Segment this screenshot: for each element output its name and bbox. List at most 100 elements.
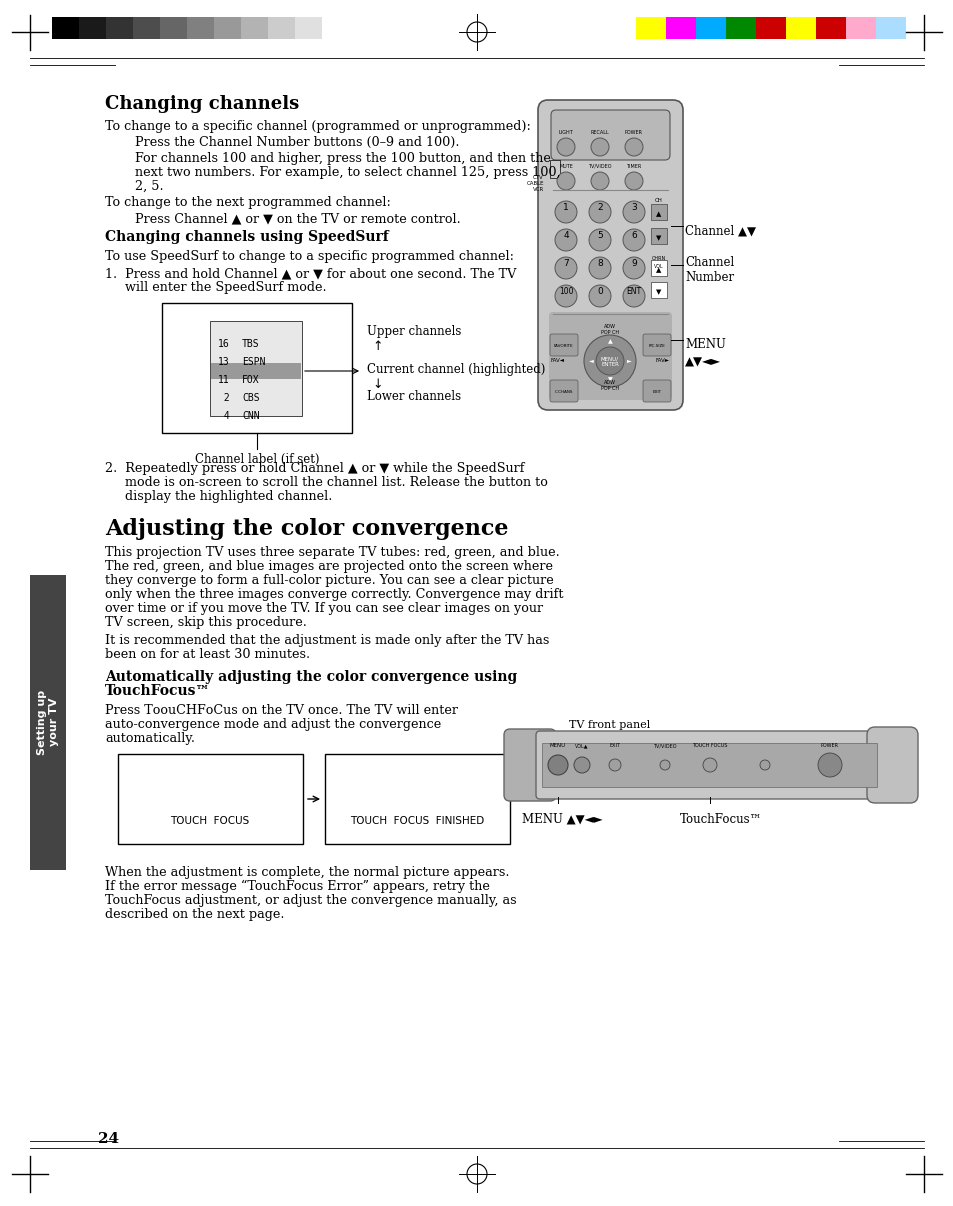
Circle shape bbox=[817, 753, 841, 777]
Text: When the adjustment is complete, the normal picture appears.: When the adjustment is complete, the nor… bbox=[105, 866, 509, 879]
Text: TV/VIDEO: TV/VIDEO bbox=[653, 743, 676, 748]
Text: FAVORITE: FAVORITE bbox=[554, 344, 574, 349]
Text: ADW
POP CH: ADW POP CH bbox=[600, 324, 618, 335]
Circle shape bbox=[624, 137, 642, 156]
Bar bbox=[213, 17, 241, 39]
Text: 24: 24 bbox=[98, 1132, 119, 1146]
Text: display the highlighted channel.: display the highlighted channel. bbox=[105, 490, 332, 503]
Circle shape bbox=[596, 347, 623, 375]
FancyBboxPatch shape bbox=[550, 334, 578, 356]
Text: ▼: ▼ bbox=[656, 235, 661, 241]
Text: PIC.SIZE: PIC.SIZE bbox=[648, 344, 665, 349]
Bar bbox=[162, 303, 352, 433]
Bar bbox=[875, 17, 905, 39]
Bar bbox=[636, 17, 665, 39]
Text: 1.  Press and hold Channel ▲ or ▼ for about one second. The TV: 1. Press and hold Channel ▲ or ▼ for abo… bbox=[105, 267, 516, 280]
Circle shape bbox=[557, 137, 575, 156]
Bar bbox=[650, 228, 666, 244]
Text: TouchFocus™: TouchFocus™ bbox=[105, 684, 211, 698]
Text: 8: 8 bbox=[597, 259, 602, 269]
Text: next two numbers. For example, to select channel 125, press 100,: next two numbers. For example, to select… bbox=[135, 166, 560, 178]
Text: TOUCH  FOCUS: TOUCH FOCUS bbox=[171, 816, 250, 826]
Bar bbox=[210, 321, 302, 416]
Text: Lower channels: Lower channels bbox=[367, 390, 460, 403]
Text: 16: 16 bbox=[218, 339, 230, 349]
Text: LIGHT: LIGHT bbox=[558, 130, 573, 135]
Text: EXIT: EXIT bbox=[652, 390, 660, 394]
Text: ▲: ▲ bbox=[656, 211, 661, 217]
Circle shape bbox=[547, 755, 567, 775]
Text: ↓: ↓ bbox=[372, 377, 382, 391]
Text: EXIT: EXIT bbox=[609, 743, 619, 748]
Circle shape bbox=[588, 285, 610, 308]
Text: The red, green, and blue images are projected onto the screen where: The red, green, and blue images are proj… bbox=[105, 560, 553, 573]
Text: MUTE: MUTE bbox=[558, 164, 573, 169]
Text: Changing channels: Changing channels bbox=[105, 95, 299, 113]
Text: 5: 5 bbox=[597, 232, 602, 240]
Circle shape bbox=[622, 201, 644, 223]
Text: only when the three images converge correctly. Convergence may drift: only when the three images converge corr… bbox=[105, 589, 563, 601]
Text: 1: 1 bbox=[562, 204, 568, 212]
Bar bbox=[106, 17, 132, 39]
Text: 0: 0 bbox=[597, 287, 602, 297]
Text: Automatically adjusting the color convergence using: Automatically adjusting the color conver… bbox=[105, 671, 517, 684]
Text: CH: CH bbox=[655, 198, 662, 203]
Circle shape bbox=[622, 285, 644, 308]
Text: Current channel (highlighted): Current channel (highlighted) bbox=[367, 363, 545, 376]
Text: ADW
POP CH: ADW POP CH bbox=[600, 380, 618, 391]
Text: Press Channel ▲ or ▼ on the TV or remote control.: Press Channel ▲ or ▼ on the TV or remote… bbox=[135, 212, 460, 226]
Circle shape bbox=[588, 229, 610, 251]
Text: over time or if you move the TV. If you can see clear images on your: over time or if you move the TV. If you … bbox=[105, 602, 542, 615]
FancyBboxPatch shape bbox=[537, 100, 682, 410]
Circle shape bbox=[555, 285, 577, 308]
Text: will enter the SpeedSurf mode.: will enter the SpeedSurf mode. bbox=[105, 281, 326, 294]
Text: TOUCH  FOCUS  FINISHED: TOUCH FOCUS FINISHED bbox=[350, 816, 483, 826]
Text: FOX: FOX bbox=[242, 375, 259, 385]
Text: 7: 7 bbox=[562, 259, 568, 269]
Bar bbox=[241, 17, 268, 39]
Text: ▲: ▲ bbox=[607, 340, 612, 345]
Text: CTV
CABLE
VCR: CTV CABLE VCR bbox=[526, 175, 543, 193]
Bar bbox=[550, 160, 559, 178]
Bar bbox=[30, 575, 66, 870]
Bar bbox=[815, 17, 845, 39]
FancyBboxPatch shape bbox=[551, 110, 669, 160]
Text: 2, 5.: 2, 5. bbox=[135, 180, 164, 193]
Text: they converge to form a full-color picture. You can see a clear picture: they converge to form a full-color pictu… bbox=[105, 574, 553, 587]
Bar bbox=[294, 17, 322, 39]
Bar bbox=[696, 17, 725, 39]
Text: Channel ▲▼: Channel ▲▼ bbox=[684, 224, 755, 238]
Text: RECALL: RECALL bbox=[590, 130, 609, 135]
Text: VOL: VOL bbox=[654, 264, 663, 269]
Bar bbox=[650, 282, 666, 298]
Text: 6: 6 bbox=[631, 232, 637, 240]
Text: Upper channels: Upper channels bbox=[367, 324, 461, 338]
FancyBboxPatch shape bbox=[866, 727, 917, 803]
Bar bbox=[650, 260, 666, 276]
Bar bbox=[755, 17, 785, 39]
Text: ►: ► bbox=[626, 358, 631, 363]
Circle shape bbox=[590, 172, 608, 191]
Circle shape bbox=[555, 229, 577, 251]
Circle shape bbox=[760, 760, 769, 769]
Text: MENU: MENU bbox=[549, 743, 565, 748]
Text: ▲: ▲ bbox=[656, 267, 661, 273]
Bar bbox=[541, 743, 876, 788]
Circle shape bbox=[624, 172, 642, 191]
Text: It is recommended that the adjustment is made only after the TV has: It is recommended that the adjustment is… bbox=[105, 634, 549, 646]
Text: CBS: CBS bbox=[242, 393, 259, 403]
Bar bbox=[268, 17, 294, 39]
Text: TOUCH FOCUS: TOUCH FOCUS bbox=[692, 743, 727, 748]
Bar bbox=[725, 17, 755, 39]
Circle shape bbox=[608, 759, 620, 771]
Text: 4: 4 bbox=[218, 411, 230, 421]
Text: Press the Channel Number buttons (0–9 and 100).: Press the Channel Number buttons (0–9 an… bbox=[135, 136, 459, 150]
Text: If the error message “TouchFocus Error” appears, retry the: If the error message “TouchFocus Error” … bbox=[105, 880, 489, 894]
Text: This projection TV uses three separate TV tubes: red, green, and blue.: This projection TV uses three separate T… bbox=[105, 546, 559, 560]
Text: TV/VIDEO: TV/VIDEO bbox=[588, 164, 611, 169]
Text: 100: 100 bbox=[558, 287, 573, 297]
Text: auto-convergence mode and adjust the convergence: auto-convergence mode and adjust the con… bbox=[105, 718, 441, 731]
Text: Channel
Number: Channel Number bbox=[684, 256, 734, 283]
Circle shape bbox=[555, 201, 577, 223]
Text: MENU ▲▼◄►: MENU ▲▼◄► bbox=[521, 813, 602, 826]
